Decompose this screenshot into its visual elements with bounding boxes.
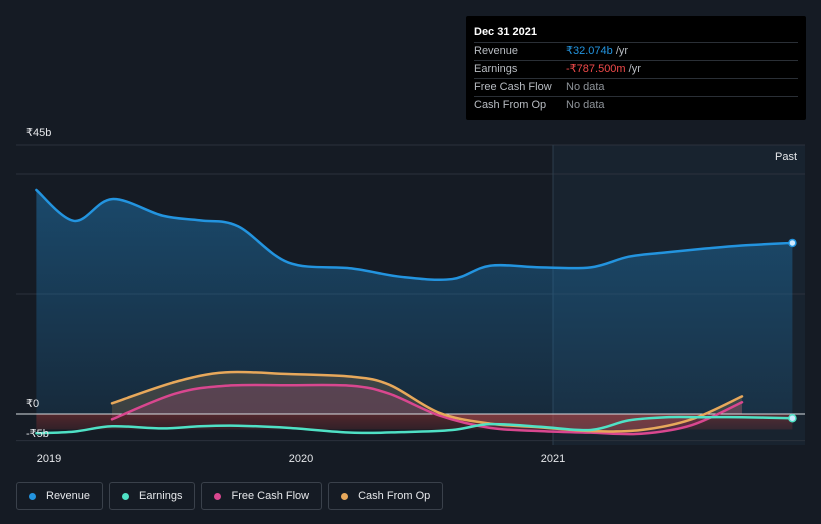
revenue-line <box>35 188 794 282</box>
x-tick-2019: 2019 <box>37 453 61 465</box>
x-tick-2020: 2020 <box>289 453 313 465</box>
chart-legend: Revenue Earnings Free Cash Flow Cash Fro… <box>16 482 444 510</box>
tooltip-label: Revenue <box>474 45 519 57</box>
tooltip-label: Free Cash Flow <box>474 81 552 93</box>
tooltip-label: Earnings <box>474 63 518 75</box>
tooltip-value-cash-from-op: No data <box>566 99 605 111</box>
data-tooltip: Dec 31 2021 Revenue ₹32.074b /yr Earning… <box>466 16 806 120</box>
tooltip-value-free-cash-flow: No data <box>566 81 605 93</box>
tooltip-date: Dec 31 2021 <box>474 26 537 38</box>
legend-item-free-cash-flow[interactable]: Free Cash Flow <box>201 482 323 510</box>
legend-item-revenue[interactable]: Revenue <box>16 482 104 510</box>
free-cash-flow-line <box>110 383 744 436</box>
revenue-area <box>36 190 793 414</box>
cash-from-op-line <box>110 370 744 433</box>
legend-label: Revenue <box>46 490 91 502</box>
x-tick-2021: 2021 <box>541 453 565 465</box>
tooltip-row-earnings: Earnings -₹787.500m /yr <box>474 60 798 78</box>
tooltip-row-cash-from-op: Cash From Op No data <box>474 96 798 114</box>
legend-label: Cash From Op <box>358 490 431 502</box>
free-cash-flow-dot-icon <box>214 492 222 500</box>
legend-label: Free Cash Flow <box>231 490 310 502</box>
y-tick-45b: ₹45b <box>26 127 52 139</box>
past-label: Past <box>775 151 797 163</box>
revenue-end-marker <box>788 238 797 248</box>
earnings-line <box>35 415 794 435</box>
y-tick-0: ₹0 <box>26 398 40 410</box>
tooltip-row-free-cash-flow: Free Cash Flow No data <box>474 78 798 96</box>
tooltip-value-earnings: -₹787.500m /yr <box>566 63 641 75</box>
tooltip-row-revenue: Revenue ₹32.074b /yr <box>474 42 798 60</box>
y-tick-neg5b: -₹5b <box>26 428 49 440</box>
tooltip-value-revenue: ₹32.074b /yr <box>566 45 629 57</box>
cash-from-op-dot-icon <box>341 492 349 500</box>
legend-item-cash-from-op[interactable]: Cash From Op <box>328 482 444 510</box>
earnings-dot-icon <box>122 492 130 500</box>
earnings-end-marker <box>788 413 797 423</box>
legend-item-earnings[interactable]: Earnings <box>109 482 196 510</box>
legend-label: Earnings <box>139 490 183 502</box>
revenue-dot-icon <box>29 492 36 500</box>
tooltip-label: Cash From Op <box>474 99 547 111</box>
